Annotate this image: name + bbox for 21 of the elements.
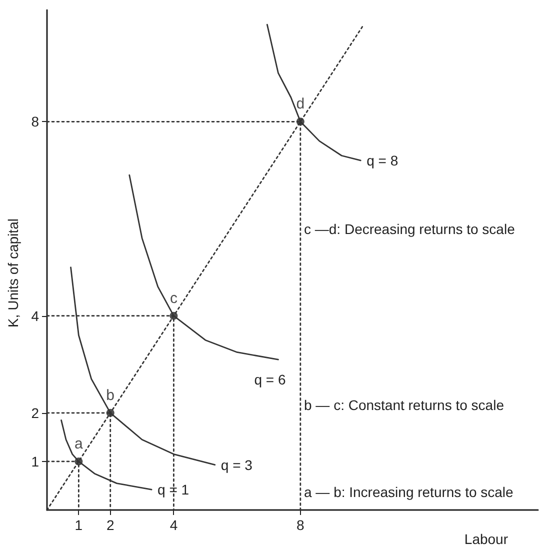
series-label: q = 6	[254, 372, 286, 388]
x-tick-label: 2	[106, 517, 114, 533]
x-tick-label: 4	[170, 517, 178, 533]
data-label: d	[296, 96, 305, 113]
y-tick-label: 4	[31, 308, 40, 324]
y-tick-label: 1	[31, 453, 40, 470]
y-tick-label: 2	[31, 404, 40, 421]
series-label: q = 3	[220, 456, 253, 473]
y-tick-label: 8	[31, 114, 40, 130]
data-label: c	[170, 290, 178, 307]
x-axis-title: Labour	[464, 531, 508, 546]
x-tick-label: 1	[74, 517, 83, 533]
y-axis-title: K, Units of capital	[5, 218, 21, 328]
series-label: q = 8	[366, 152, 398, 168]
x-tick-label: 8	[296, 517, 305, 533]
annotation: c —d: Decreasing returns to scale	[304, 221, 516, 237]
annotation: a — b: Increasing returns to scale	[304, 484, 514, 500]
series-label: q = 1	[158, 482, 190, 498]
data-label: b	[106, 386, 115, 404]
annotation: b — c: Constant returns to scale	[304, 397, 504, 413]
data-label: a	[74, 435, 84, 452]
